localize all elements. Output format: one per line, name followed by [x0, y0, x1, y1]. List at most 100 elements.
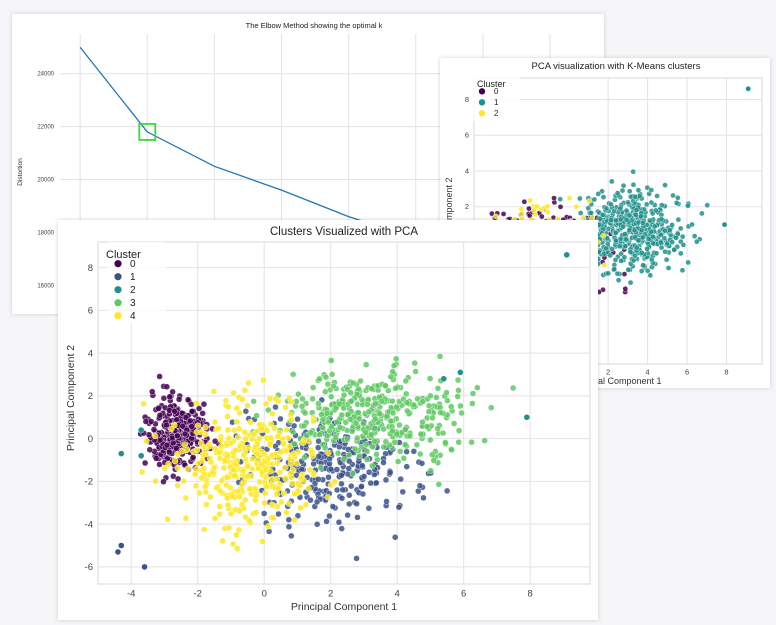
pca5-point-cluster-0	[175, 396, 183, 403]
pca5-point-cluster-1	[265, 528, 273, 535]
pca5-point-cluster-3	[316, 375, 323, 383]
pca3-point-cluster-1	[603, 205, 610, 212]
pca5-point-cluster-3	[427, 467, 434, 474]
pca3-point-cluster-1	[635, 237, 642, 244]
pca5-point-cluster-3	[373, 451, 380, 458]
pca5-point-cluster-4	[267, 420, 274, 428]
pca5-point-cluster-3	[357, 377, 364, 385]
pca5-point-cluster-4	[140, 400, 147, 407]
pca5-point-cluster-3	[401, 441, 409, 448]
pca5-point-cluster-3	[295, 390, 302, 398]
pca5-point-cluster-4	[207, 458, 215, 466]
pca5-point-cluster-4	[239, 396, 246, 403]
pca5-outlier-point	[141, 563, 148, 571]
pca3-point-cluster-1	[618, 258, 624, 264]
pca3-point-cluster-2	[601, 262, 608, 269]
pca5-ytick-label: -2	[85, 477, 93, 488]
pca5-point-cluster-3	[419, 398, 427, 405]
pca5-point-cluster-3	[391, 439, 398, 446]
pca5-point-cluster-4	[217, 436, 225, 444]
pca3-point-cluster-1	[658, 202, 665, 208]
pca5-point-cluster-1	[327, 465, 335, 473]
pca5-point-cluster-1	[380, 459, 387, 466]
pca5-point-cluster-3	[369, 462, 376, 470]
pca5-ytick-label: 2	[88, 391, 93, 402]
pca5-point-cluster-3	[458, 409, 465, 417]
pca5-point-cluster-4	[247, 418, 254, 426]
pca5-point-cluster-3	[435, 481, 443, 488]
pca5-point-cluster-3	[406, 432, 413, 440]
pca5-point-cluster-4	[244, 473, 251, 480]
pca5-point-cluster-4	[215, 425, 222, 432]
pca3-point-cluster-2	[600, 232, 607, 239]
pca5-ytick-label: 6	[88, 306, 93, 317]
pca3-point-cluster-1	[611, 266, 618, 272]
pca5-point-cluster-4	[192, 482, 200, 490]
pca5-point-cluster-1	[395, 504, 403, 511]
pca3-point-cluster-1	[627, 279, 634, 286]
pca5-point-cluster-3	[328, 357, 335, 364]
pca5-point-cluster-3	[347, 389, 354, 396]
pca5-point-cluster-4	[294, 487, 302, 495]
pca5-point-cluster-4	[225, 524, 233, 532]
pca5-point-cluster-0	[166, 393, 173, 401]
pca5-point-cluster-1	[373, 479, 380, 487]
pca5-legend-title: Cluster	[106, 249, 141, 261]
pca5-point-cluster-0	[163, 421, 170, 429]
pca3-legend-label-2: 2	[494, 109, 499, 118]
pca5-point-cluster-1	[360, 473, 368, 480]
pca5-point-cluster-1	[313, 498, 321, 506]
pca5-point-cluster-1	[333, 466, 341, 473]
pca5-point-cluster-4	[240, 451, 248, 459]
pca5-point-cluster-4	[236, 409, 243, 417]
pca5-point-cluster-3	[328, 393, 335, 400]
pca3-point-cluster-1	[648, 256, 655, 263]
pca3-point-cluster-1	[662, 228, 668, 234]
pca5-point-cluster-3	[289, 428, 297, 436]
pca5-point-cluster-1	[314, 444, 322, 451]
pca5-point-cluster-3	[389, 427, 396, 435]
pca3-point-cluster-1	[607, 252, 614, 259]
pca3-point-cluster-1	[620, 182, 627, 189]
pca5-point-cluster-3	[360, 420, 367, 427]
pca3-point-cluster-1	[670, 192, 676, 199]
pca3-point-cluster-1	[623, 236, 629, 243]
pca5-point-cluster-0	[182, 414, 190, 421]
pca5-point-cluster-4	[256, 435, 263, 442]
pca3-point-cluster-1	[671, 246, 678, 253]
pca5-point-cluster-3	[328, 371, 336, 378]
pca5-point-cluster-4	[201, 526, 208, 533]
pca5-point-cluster-3	[328, 423, 335, 430]
pca5-point-cluster-4	[235, 425, 243, 433]
pca3-point-cluster-1	[648, 228, 655, 235]
pca3-point-cluster-2	[518, 206, 525, 212]
pca5-point-cluster-3	[364, 401, 371, 408]
pca5-point-cluster-1	[275, 510, 282, 518]
pca5-point-cluster-4	[232, 447, 239, 454]
pca5-point-cluster-0	[156, 373, 163, 380]
pca3-point-cluster-1	[665, 265, 672, 271]
pca3-point-cluster-1	[633, 244, 640, 251]
pca5-point-cluster-3	[380, 425, 387, 433]
pca5-point-cluster-3	[428, 451, 436, 458]
pca3-point-cluster-1	[662, 182, 668, 188]
pca3-point-cluster-2	[518, 211, 525, 217]
pca5-point-cluster-3	[324, 380, 332, 388]
pca3-point-cluster-1	[640, 262, 646, 269]
pca5-point-cluster-4	[252, 509, 260, 516]
pca5-point-cluster-4	[282, 404, 289, 411]
pca5-legend-marker-1	[114, 273, 122, 281]
pca3-point-cluster-1	[685, 202, 691, 209]
pca5-point-cluster-4	[233, 531, 240, 539]
pca5-outlier-point	[523, 414, 531, 421]
pca5-point-cluster-4	[258, 460, 265, 468]
pca3-point-cluster-1	[691, 233, 698, 239]
pca5-point-cluster-3	[423, 423, 431, 430]
pca5-point-cluster-3	[309, 384, 317, 391]
pca3-point-cluster-1	[591, 196, 598, 203]
pca5-point-cluster-4	[171, 457, 179, 465]
pca5-point-cluster-3	[437, 409, 444, 416]
pca5-point-cluster-1	[326, 512, 333, 520]
pca5-point-cluster-3	[299, 395, 306, 403]
pca5-point-cluster-4	[236, 493, 243, 500]
